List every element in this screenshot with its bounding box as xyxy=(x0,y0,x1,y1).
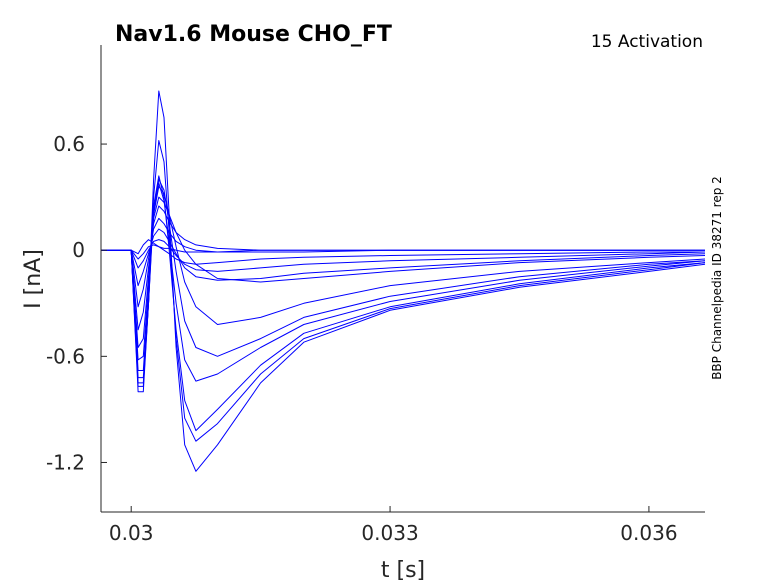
y-tick-label: -0.6 xyxy=(46,344,85,368)
current-trace-9 xyxy=(101,178,706,371)
y-tick-group: 0.6 0 -0.6 -1.2 xyxy=(46,132,107,474)
current-trace-2 xyxy=(101,244,705,265)
x-tick-label: 0.033 xyxy=(361,521,418,545)
trace-group xyxy=(101,90,706,472)
y-tick-label: 0 xyxy=(72,238,85,262)
dataset-id-note: BBP Channelpedia ID 38271 rep 2 xyxy=(710,176,724,380)
current-trace-7 xyxy=(101,196,706,348)
current-trace-13 xyxy=(101,90,706,472)
current-trace-12 xyxy=(101,140,706,442)
y-tick-label: -1.2 xyxy=(46,450,85,474)
y-axis-label: I [nA] xyxy=(21,249,46,309)
y-tick-label: 0.6 xyxy=(53,132,85,156)
x-tick-group: 0.03 0.033 0.036 xyxy=(109,506,678,545)
current-trace-10 xyxy=(101,182,706,382)
chart-title: Nav1.6 Mouse CHO_FT xyxy=(115,22,392,47)
current-trace-1 xyxy=(101,239,705,255)
current-trace-5 xyxy=(101,217,705,308)
current-trace-8 xyxy=(101,186,706,361)
current-trace-11 xyxy=(101,175,706,432)
x-axis-label: t [s] xyxy=(381,558,425,583)
chart-subtitle: 15 Activation xyxy=(591,32,703,52)
x-tick-label: 0.036 xyxy=(620,521,677,545)
x-tick-label: 0.03 xyxy=(109,521,154,545)
current-trace-3 xyxy=(101,239,706,272)
current-trace-4 xyxy=(101,228,706,287)
